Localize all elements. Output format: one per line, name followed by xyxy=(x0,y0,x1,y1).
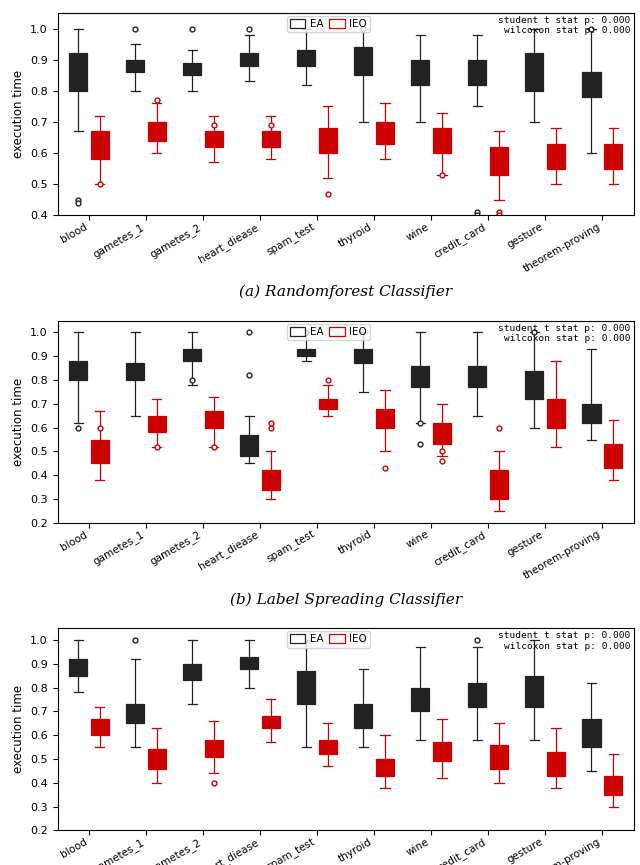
Y-axis label: execution time: execution time xyxy=(12,685,24,773)
PathPatch shape xyxy=(490,147,508,175)
PathPatch shape xyxy=(69,54,87,91)
PathPatch shape xyxy=(183,349,202,361)
PathPatch shape xyxy=(126,363,144,380)
PathPatch shape xyxy=(354,349,372,363)
PathPatch shape xyxy=(468,60,486,85)
PathPatch shape xyxy=(547,399,565,427)
PathPatch shape xyxy=(262,471,280,490)
PathPatch shape xyxy=(604,776,622,795)
PathPatch shape xyxy=(262,131,280,147)
PathPatch shape xyxy=(205,411,223,427)
PathPatch shape xyxy=(126,60,144,72)
PathPatch shape xyxy=(582,404,600,423)
PathPatch shape xyxy=(319,740,337,754)
PathPatch shape xyxy=(547,144,565,169)
PathPatch shape xyxy=(433,128,451,153)
PathPatch shape xyxy=(376,759,394,776)
PathPatch shape xyxy=(240,435,259,456)
PathPatch shape xyxy=(468,682,486,707)
PathPatch shape xyxy=(319,399,337,408)
PathPatch shape xyxy=(183,663,202,681)
PathPatch shape xyxy=(525,676,543,707)
PathPatch shape xyxy=(376,122,394,144)
PathPatch shape xyxy=(468,366,486,388)
PathPatch shape xyxy=(205,740,223,757)
PathPatch shape xyxy=(354,48,372,75)
PathPatch shape xyxy=(240,657,259,669)
Title: (a) Randomforest Classifier: (a) Randomforest Classifier xyxy=(239,285,452,299)
Y-axis label: execution time: execution time xyxy=(12,70,24,158)
Y-axis label: execution time: execution time xyxy=(12,378,24,465)
Legend: EA, IEO: EA, IEO xyxy=(287,16,370,32)
PathPatch shape xyxy=(582,719,600,747)
PathPatch shape xyxy=(604,445,622,468)
PathPatch shape xyxy=(91,439,109,464)
PathPatch shape xyxy=(433,742,451,761)
Text: student t stat p: 0.000
wilcoxon stat p: 0.000: student t stat p: 0.000 wilcoxon stat p:… xyxy=(499,16,631,35)
PathPatch shape xyxy=(547,752,565,776)
Text: student t stat p: 0.000
wilcoxon stat p: 0.000: student t stat p: 0.000 wilcoxon stat p:… xyxy=(499,324,631,343)
PathPatch shape xyxy=(262,716,280,728)
PathPatch shape xyxy=(297,50,316,66)
PathPatch shape xyxy=(376,408,394,427)
Legend: EA, IEO: EA, IEO xyxy=(287,631,370,648)
Legend: EA, IEO: EA, IEO xyxy=(287,324,370,340)
PathPatch shape xyxy=(183,63,202,75)
PathPatch shape xyxy=(297,349,316,356)
PathPatch shape xyxy=(604,144,622,169)
Text: student t stat p: 0.000
wilcoxon stat p: 0.000: student t stat p: 0.000 wilcoxon stat p:… xyxy=(499,631,631,650)
PathPatch shape xyxy=(411,688,429,711)
PathPatch shape xyxy=(582,72,600,97)
PathPatch shape xyxy=(126,704,144,723)
Title: (b) Label Spreading Classifier: (b) Label Spreading Classifier xyxy=(230,593,461,606)
PathPatch shape xyxy=(205,131,223,147)
PathPatch shape xyxy=(433,423,451,445)
PathPatch shape xyxy=(490,745,508,768)
PathPatch shape xyxy=(148,416,166,432)
PathPatch shape xyxy=(148,122,166,141)
PathPatch shape xyxy=(525,54,543,91)
PathPatch shape xyxy=(69,361,87,380)
PathPatch shape xyxy=(525,370,543,399)
PathPatch shape xyxy=(91,719,109,735)
PathPatch shape xyxy=(297,671,316,704)
PathPatch shape xyxy=(91,131,109,159)
PathPatch shape xyxy=(240,54,259,66)
PathPatch shape xyxy=(148,749,166,768)
PathPatch shape xyxy=(411,60,429,85)
PathPatch shape xyxy=(319,128,337,153)
PathPatch shape xyxy=(69,659,87,676)
PathPatch shape xyxy=(354,704,372,728)
PathPatch shape xyxy=(411,366,429,388)
PathPatch shape xyxy=(490,471,508,499)
